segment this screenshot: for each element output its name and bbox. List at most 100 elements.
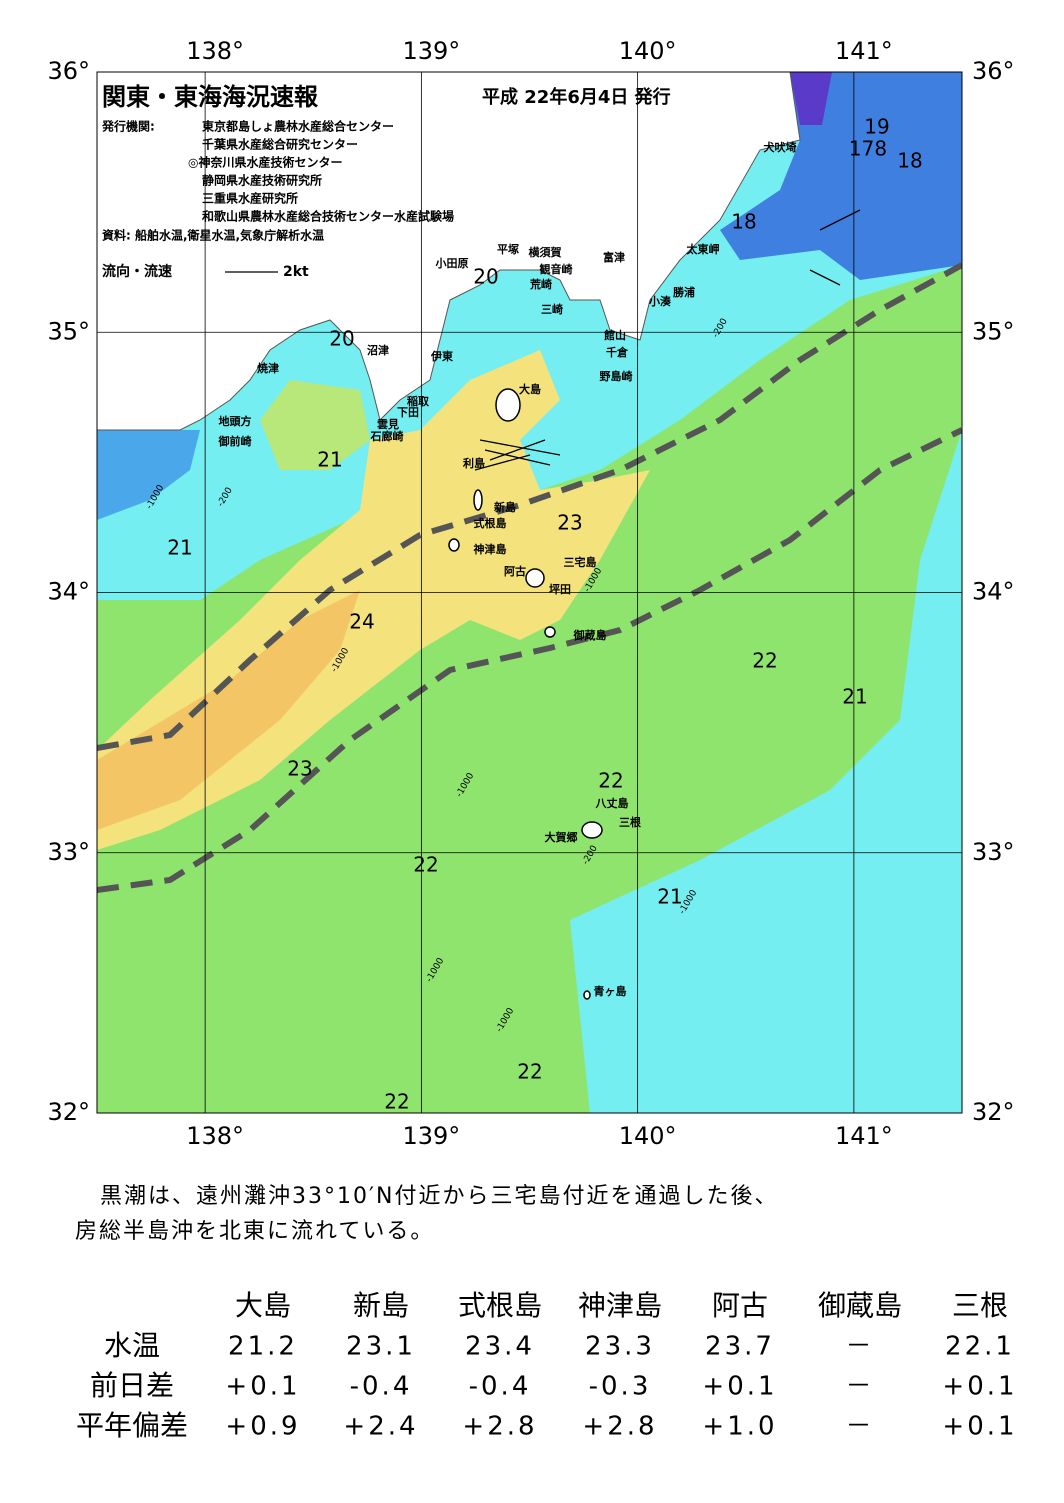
place-name: 阿古 <box>504 564 526 578</box>
temperature-label: 19 <box>864 115 889 139</box>
table-cell: +1.0 <box>702 1412 777 1442</box>
sea-blue-west <box>97 430 200 520</box>
publisher: ◎神奈川県水産技術センター <box>188 155 342 170</box>
temperature-label: 24 <box>349 610 374 634</box>
publisher: 静岡県水産技術研究所 <box>202 173 322 188</box>
table-header: 式根島 <box>458 1289 542 1322</box>
lon-label: 140° <box>619 1122 677 1150</box>
table-cell: 21.2 <box>228 1332 298 1362</box>
lon-label: 141° <box>835 1122 893 1150</box>
table-cell: +2.8 <box>582 1412 657 1442</box>
table-header: 御蔵島 <box>818 1289 902 1322</box>
place-name: 館山 <box>603 328 626 342</box>
place-name: 三崎 <box>541 302 563 316</box>
legend-scale: 2kt <box>283 264 309 280</box>
title: 関東・東海海況速報 <box>102 83 319 111</box>
lat-label: 34° <box>972 578 1015 606</box>
table-cell: +0.1 <box>225 1372 300 1402</box>
temperature-label: 23 <box>287 757 312 781</box>
table-cell: -0.4 <box>350 1372 413 1402</box>
place-name: 石廊崎 <box>370 429 404 443</box>
place-name: 野島崎 <box>600 369 633 383</box>
place-name: 青ヶ島 <box>594 984 627 998</box>
place-name: 雲見 <box>377 418 399 431</box>
place-name: 式根島 <box>474 516 507 530</box>
place-name: 小湊 <box>648 294 671 308</box>
table-cell: － <box>845 1412 874 1442</box>
table-cell: 23.7 <box>705 1332 775 1362</box>
lon-label: 139° <box>402 37 460 65</box>
temperature-label: 23 <box>557 511 582 535</box>
table-cell: +0.1 <box>942 1372 1017 1402</box>
place-name: 千倉 <box>606 345 629 359</box>
temperature-label: 22 <box>752 649 777 673</box>
place-name: 焼津 <box>257 361 279 375</box>
current-arrows <box>225 209 861 471</box>
place-name: 三宅島 <box>564 555 597 569</box>
place-name: 稲取 <box>407 394 429 408</box>
row-label: 水温 <box>104 1329 160 1362</box>
table-cell: 23.1 <box>346 1332 416 1362</box>
land <box>97 72 801 431</box>
place-name: 神津島 <box>474 542 507 556</box>
sources: 資料: 船舶水温,衛星水温,気象庁解析水温 <box>102 228 324 243</box>
table-cell: -0.4 <box>469 1372 532 1402</box>
temperature-label: 21 <box>657 885 682 909</box>
place-name: 小田原 <box>435 256 469 270</box>
lon-label: 140° <box>619 37 677 65</box>
place-name: 富津 <box>603 250 625 264</box>
place-name: 三根 <box>619 815 642 829</box>
lat-label: 33° <box>972 838 1015 866</box>
temperature-label: 18 <box>731 210 756 234</box>
table-header: 新島 <box>353 1289 409 1322</box>
sea-green-light <box>260 380 370 470</box>
lon-label: 141° <box>835 37 893 65</box>
table-cell: +0.9 <box>225 1412 300 1442</box>
sea-purple <box>790 72 832 125</box>
place-name: 利島 <box>463 456 485 470</box>
place-name: 勝浦 <box>673 285 695 299</box>
place-name: 御蔵島 <box>573 628 607 642</box>
place-name: 御前崎 <box>218 434 252 448</box>
place-name: 沼津 <box>367 343 389 357</box>
table-cell: +0.1 <box>942 1412 1017 1442</box>
table-header: 阿古 <box>712 1289 768 1322</box>
place-name: 太東岬 <box>686 242 720 256</box>
sea-blue-ne <box>720 72 962 280</box>
legend-label: 流向・流速 <box>102 263 172 280</box>
publisher: 三重県水産研究所 <box>202 191 298 206</box>
sea-green <box>97 265 962 1113</box>
table-cell: +0.1 <box>702 1372 777 1402</box>
publisher: 千葉県水産総合研究センター <box>202 137 358 152</box>
place-name: 犬吠埼 <box>764 140 797 154</box>
temperature-label: 20 <box>473 265 498 289</box>
temperature-label: 21 <box>167 536 192 560</box>
table-cell: 23.4 <box>465 1332 535 1362</box>
temperature-label: 22 <box>384 1090 409 1114</box>
lat-label: 34° <box>47 578 90 606</box>
place-name: 新島 <box>494 500 516 514</box>
lat-label: 32° <box>972 1098 1015 1126</box>
lon-label: 139° <box>402 1122 460 1150</box>
publisher-label: 発行機関: <box>101 119 155 134</box>
place-name: 荒崎 <box>529 277 552 291</box>
place-name: 平塚 <box>497 242 519 256</box>
publisher: 東京都島しょ農林水産総合センター <box>202 119 394 134</box>
place-name: 坪田 <box>549 583 571 596</box>
lat-label: 36° <box>972 57 1015 85</box>
place-name: 横須賀 <box>529 245 562 259</box>
table-cell: +2.8 <box>462 1412 537 1442</box>
summary-line: 房総半島沖を北東に流れている。 <box>75 1219 434 1244</box>
lat-label: 35° <box>972 317 1015 345</box>
table-cell: － <box>845 1372 874 1402</box>
temperature-label: 22 <box>517 1060 542 1084</box>
table-cell: － <box>845 1332 874 1362</box>
table-cell: +2.4 <box>343 1412 418 1442</box>
row-label: 前日差 <box>90 1369 174 1402</box>
sea-orange <box>97 590 360 830</box>
lat-label: 36° <box>47 57 90 85</box>
summary-line: 黒潮は、遠州灘沖33°10′N付近から三宅島付近を通過した後、 <box>100 1184 778 1209</box>
